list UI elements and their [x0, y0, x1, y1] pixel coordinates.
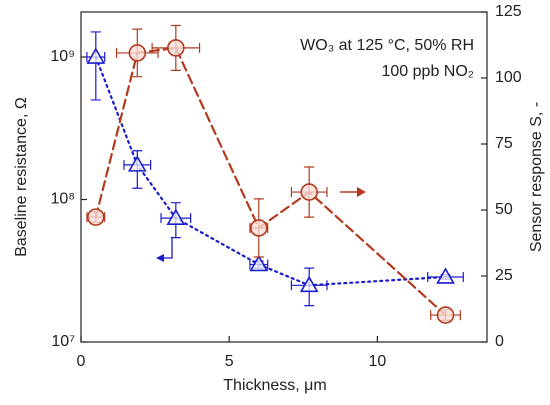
data-point: [250, 219, 268, 237]
data-point: [299, 275, 319, 293]
data-point: [249, 254, 269, 272]
plot-frame: [80, 11, 488, 343]
axis-arrow-left: [156, 238, 173, 262]
x-axis-label: Thickness, μm: [223, 377, 326, 394]
data-point: [166, 208, 186, 225]
data-point: [127, 155, 147, 172]
y-tick-label: 10⁷: [51, 333, 75, 350]
data-point: [128, 44, 147, 62]
data-point: [436, 267, 455, 284]
y2-tick-label: 100: [495, 69, 522, 86]
annotation: WO₃ at 125 °C, 50% RH: [300, 37, 474, 54]
data-point: [436, 306, 455, 324]
y2-tick-label: 25: [495, 267, 513, 284]
y-tick-label: 10⁹: [50, 48, 75, 65]
annotation: 100 ppb NO₂: [382, 63, 475, 80]
y-error-bar: [90, 31, 101, 101]
x-tick-label: 5: [225, 353, 234, 370]
series-line: [94, 46, 447, 317]
y2-tick-label: 125: [495, 3, 522, 20]
y2-tick-label: 0: [495, 333, 504, 350]
data-point: [300, 183, 318, 201]
data-point: [167, 39, 185, 57]
data-point: [87, 208, 105, 226]
y-tick-label: 10⁸: [50, 191, 75, 208]
y2-axis-label: Sensor response S, -: [528, 102, 545, 252]
x-tick-label: 0: [77, 353, 86, 370]
x-tick-label: 10: [368, 353, 386, 370]
y-axis-label: Baseline resistance, Ω: [13, 97, 30, 257]
data-point: [86, 47, 106, 64]
y2-tick-label: 50: [495, 201, 513, 218]
y2-tick-label: 75: [495, 135, 513, 152]
series-line: [94, 55, 447, 287]
axis-arrow-right: [340, 187, 366, 197]
